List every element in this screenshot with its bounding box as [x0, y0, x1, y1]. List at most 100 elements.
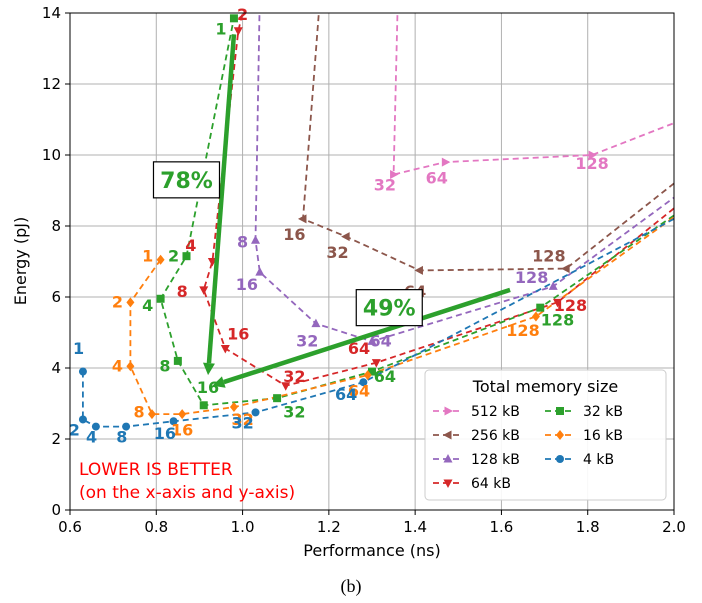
legend-swatch-marker	[443, 430, 452, 440]
series-line-128-kb	[254, 13, 674, 343]
point-label-16-kb: 32	[231, 410, 253, 429]
series-line-512-kb	[392, 13, 674, 176]
point-label-4-kb: 4	[86, 428, 97, 447]
data-point-4-kb	[78, 415, 87, 424]
point-label-64-kb: 2	[237, 5, 248, 24]
data-point-64-kb	[233, 27, 243, 36]
x-tick-label: 1.0	[231, 518, 255, 536]
point-label-32-kb: 4	[142, 296, 153, 315]
data-point-128-kb	[548, 281, 558, 290]
point-label-128-kb: 8	[237, 232, 248, 251]
x-tick-label: 0.6	[58, 518, 82, 536]
y-tick-label: 12	[42, 75, 61, 93]
point-label-32-kb: 32	[283, 403, 305, 422]
data-point-4-kb	[91, 422, 100, 431]
point-label-4-kb: 8	[116, 428, 127, 447]
point-label-16-kb: 4	[112, 357, 123, 376]
data-point-16-kb	[156, 254, 165, 265]
data-point-64-kb	[220, 344, 230, 354]
arrow-49-percent-shaft	[223, 287, 511, 385]
data-point-512-kb	[390, 170, 399, 180]
point-label-4-kb: 1	[73, 339, 84, 358]
data-point-16-kb	[178, 409, 187, 420]
arrow-78-percent-head	[202, 362, 215, 376]
x-tick-label: 1.2	[317, 518, 341, 536]
data-point-32-kb	[536, 303, 545, 312]
arrow-78-percent-shaft	[206, 34, 237, 364]
point-label-512-kb: 128	[575, 154, 608, 173]
point-label-32-kb: 16	[197, 378, 219, 397]
legend-entry-label: 512 kB	[471, 404, 520, 420]
point-label-32-kb: 2	[168, 247, 179, 266]
data-point-128-kb	[367, 336, 377, 345]
data-point-16-kb	[363, 370, 372, 381]
data-point-32-kb	[156, 294, 165, 303]
x-tick-label: 1.6	[489, 518, 513, 536]
y-axis-label: Energy (pJ)	[11, 217, 30, 305]
y-tick-label: 10	[42, 146, 61, 164]
legend: Total memory size 512 kB 32 kB 256 kB 16 kB 1…	[424, 369, 667, 501]
point-label-32-kb: 1	[215, 19, 226, 38]
figure-caption: (b)	[340, 576, 362, 596]
series-line-256-kb	[302, 13, 674, 272]
data-point-32-kb	[368, 367, 376, 376]
point-label-4-kb: 16	[154, 424, 176, 443]
point-label-16-kb: 8	[133, 403, 144, 422]
point-label-4-kb: 32	[231, 413, 253, 432]
series-line-32-kb	[159, 13, 674, 407]
y-tick-label: 0	[51, 501, 61, 519]
legend-swatch-marker	[443, 479, 453, 488]
legend-entry-label: 16 kB	[583, 428, 623, 444]
legend-entry-label: 4 kB	[583, 452, 614, 468]
x-tick-label: 1.4	[403, 518, 427, 536]
point-label-16-kb: 64	[348, 381, 370, 400]
point-label-256-kb: 32	[326, 243, 348, 262]
legend-entry-label: 256 kB	[471, 428, 520, 444]
point-label-16-kb: 2	[112, 293, 123, 312]
series-markers	[78, 14, 598, 431]
data-point-16-kb	[531, 311, 540, 322]
point-label-128-kb: 16	[236, 275, 258, 294]
legend-swatch-marker	[443, 454, 453, 463]
point-label-128-kb: 128	[515, 268, 548, 287]
legend-swatch-marker	[556, 455, 564, 463]
grid-lines	[69, 12, 675, 511]
data-point-16-kb	[147, 409, 156, 420]
legend-swatch-marker	[444, 406, 453, 416]
plot-frame	[69, 12, 675, 511]
point-label-128-kb: 64	[369, 332, 391, 351]
point-label-64-kb: 16	[227, 325, 249, 344]
point-label-128-kb: 32	[296, 332, 318, 351]
point-label-64-kb: 32	[283, 367, 305, 386]
y-tick-label: 6	[51, 288, 61, 306]
point-label-64-kb: 128	[554, 296, 587, 315]
note-lower-is-better: LOWER IS BETTER	[79, 460, 233, 480]
point-label-4-kb: 2	[69, 420, 80, 439]
y-tick-label: 2	[51, 430, 61, 448]
point-label-16-kb: 16	[171, 420, 193, 439]
arrow-49-percent-head	[212, 376, 226, 388]
x-tick-label: 2.0	[662, 518, 686, 536]
x-tick-label: 1.8	[576, 518, 600, 536]
point-label-512-kb: 64	[426, 168, 448, 187]
note-axes: (on the x-axis and y-axis)	[79, 483, 295, 503]
callout-78-percent-box	[152, 161, 221, 199]
x-axis-label: Performance (ns)	[303, 541, 440, 560]
point-label-16-kb: 1	[142, 247, 153, 266]
data-point-32-kb	[273, 394, 282, 403]
callout-49-percent-text: 49%	[363, 297, 416, 322]
data-point-256-kb	[341, 232, 350, 242]
data-point-64-kb	[371, 359, 381, 368]
series-line-16-kb	[129, 216, 674, 415]
data-point-128-kb	[251, 235, 261, 244]
data-point-512-kb	[588, 150, 598, 160]
y-tick-label: 8	[51, 217, 61, 235]
data-point-4-kb	[169, 417, 178, 426]
point-label-512-kb: 32	[374, 176, 396, 195]
point-label-256-kb: 128	[532, 247, 565, 266]
point-label-64-kb: 4	[185, 236, 196, 255]
callout-49-percent-box	[355, 289, 423, 327]
point-label-64-kb: 8	[177, 282, 188, 301]
y-tick-label: 4	[51, 359, 61, 377]
